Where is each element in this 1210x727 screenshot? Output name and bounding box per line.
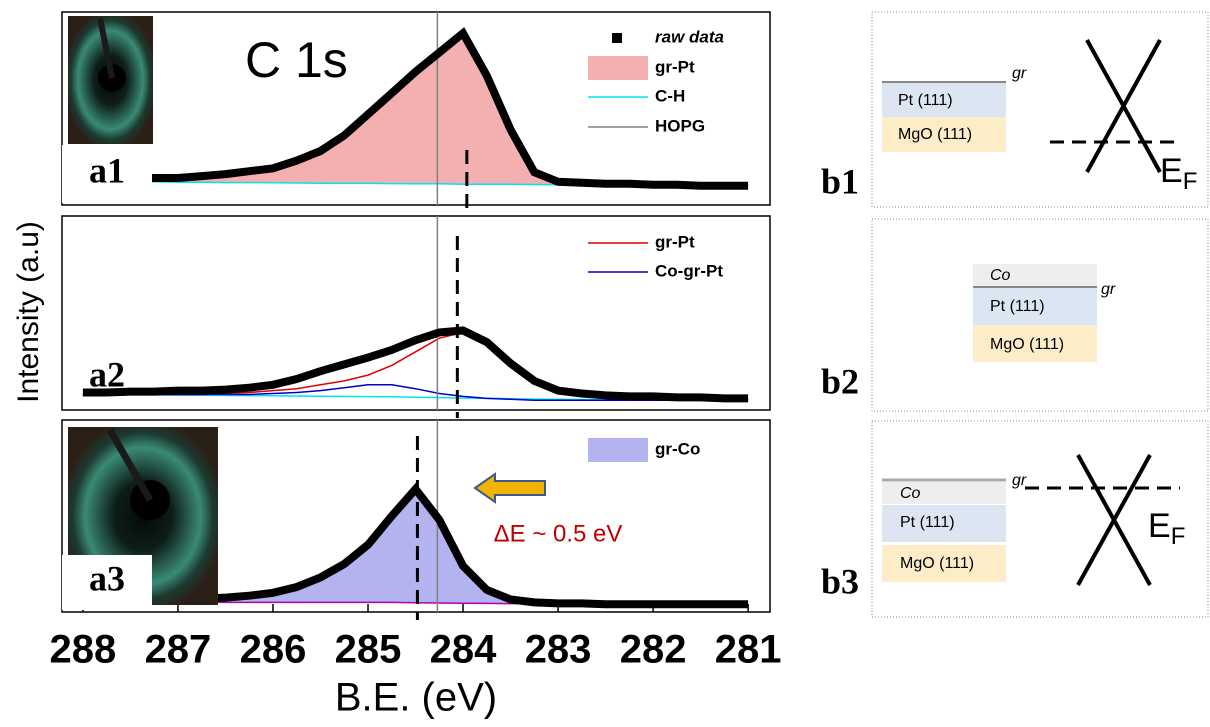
layer [882,117,1006,152]
x-tick-label: 287 [145,628,212,672]
legend-label: Co-gr-Pt [655,261,723,280]
layer [882,83,1006,117]
diagram-frame [871,218,1209,412]
dirac-cone [1076,454,1152,586]
gr-label: gr [1101,281,1116,298]
layer-label: MgO (111) [898,126,972,143]
fermi-sub: F [1171,523,1186,550]
layer-label: Co [990,267,1011,284]
dirac-cone [1085,39,1162,173]
leed-holder [106,428,154,502]
layer [973,264,1097,286]
layer-label: MgO (111) [990,336,1064,353]
panel-label: a2 [89,354,125,394]
diagram-frame [871,11,1209,208]
x-tick-label: 288 [50,628,117,672]
fermi-main: E [1160,152,1183,190]
layer-label: Pt (111) [900,514,955,531]
x-tick-label: 283 [525,628,592,672]
layer [882,545,1006,582]
annotation: ΔE ~ 0.5 eV [494,520,623,547]
plot-frame [61,215,771,411]
fermi-label: EF [1160,152,1197,195]
layer-label: MgO (111) [900,555,974,572]
layer-label: Pt (111) [990,298,1045,315]
legend-label: gr-Pt [655,57,695,76]
legend-label: C-H [655,86,685,105]
layer [882,482,1006,504]
layer [973,288,1097,325]
chart-title: C 1s [245,32,348,88]
layer [882,505,1006,542]
diagram: b1 gr Pt (111) MgO (111) EF [821,11,1209,208]
raw-data [82,326,749,403]
panel-label: a1 [89,150,125,190]
diagram-label: b2 [821,361,859,401]
layer-label: Co [900,485,921,502]
shift-arrow [473,472,546,504]
legend-marker [612,33,622,43]
panel-label: a3 [89,558,125,598]
fermi-sub: F [1183,168,1198,195]
diagram-frame [871,420,1209,618]
diagram: b2 gr Co Pt (111) MgO (111) [821,218,1209,412]
y-axis-label: Intensity (a.u) [12,221,45,403]
fermi-label: EF [1148,507,1185,550]
x-tick-label: 281 [715,628,782,672]
fermi-main: E [1148,507,1171,545]
x-tick-label: 282 [620,628,687,672]
legend-swatch [588,438,648,462]
x-tick-label: 284 [430,628,497,672]
overlay [62,16,546,610]
gr-label: gr [1012,472,1027,489]
label-box [62,145,152,203]
legend-label: gr-Pt [655,232,695,251]
raw-data [82,27,749,190]
x-tick-label: 285 [335,628,402,672]
diagram: b3 gr Co Pt (111) MgO (111) EF [821,420,1209,618]
legend-label: raw data [655,27,724,46]
x-axis-label: B.E. (eV) [335,676,497,720]
gr-label: gr [1012,65,1027,82]
legend-label: HOPG [655,116,705,135]
legend-swatch [588,56,648,80]
diagram-label: b1 [821,161,859,201]
layer-label: Pt (111) [898,92,953,109]
x-tick-label: 286 [240,628,307,672]
layer [973,325,1097,362]
legend-label: gr-Co [655,439,700,458]
leed-holder [97,17,115,79]
label-box [62,555,152,610]
diagram-label: b3 [821,561,859,601]
